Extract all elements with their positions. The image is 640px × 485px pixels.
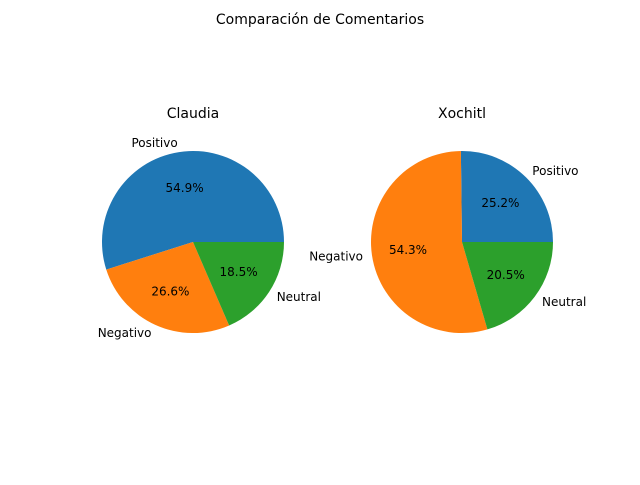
slice-label-claudia-positivo: Positivo bbox=[131, 136, 177, 150]
value-label-xochitl-negativo: 54.3% bbox=[389, 243, 427, 257]
pie-xochitl: Xochitl Positivo 25.2% Negativo 54.3% Neutral… bbox=[309, 106, 586, 334]
slice-label-claudia-neutral: Neutral bbox=[277, 290, 321, 304]
slice-label-claudia-negativo: Negativo bbox=[98, 326, 152, 340]
pie-claudia: Claudia Positivo 54.9% Negativo 26.6% Neutral… bbox=[98, 106, 321, 340]
pie-title-claudia: Claudia bbox=[167, 106, 219, 122]
value-label-claudia-positivo: 54.9% bbox=[166, 181, 204, 195]
figure-title: Comparación de Comentarios bbox=[216, 12, 424, 28]
slice-label-xochitl-neutral: Neutral bbox=[542, 295, 586, 309]
slice-claudia-positivo bbox=[101, 151, 284, 270]
slice-claudia-negativo bbox=[106, 242, 230, 334]
pie-title-xochitl: Xochitl bbox=[438, 106, 486, 122]
value-label-xochitl-positivo: 25.2% bbox=[481, 196, 519, 210]
slice-xochitl-positivo bbox=[460, 151, 553, 242]
value-label-claudia-neutral: 18.5% bbox=[220, 265, 258, 279]
value-label-xochitl-neutral: 20.5% bbox=[487, 268, 525, 282]
slice-label-xochitl-positivo: Positivo bbox=[532, 164, 578, 178]
slice-label-xochitl-negativo: Negativo bbox=[309, 250, 363, 264]
pie-charts: Claudia Positivo 54.9% Negativo 26.6% Neutral… bbox=[98, 106, 587, 340]
value-label-claudia-negativo: 26.6% bbox=[151, 285, 189, 299]
slice-xochitl-negativo bbox=[371, 151, 488, 334]
slice-claudia-neutral bbox=[193, 242, 284, 326]
slice-xochitl-neutral bbox=[462, 242, 553, 330]
